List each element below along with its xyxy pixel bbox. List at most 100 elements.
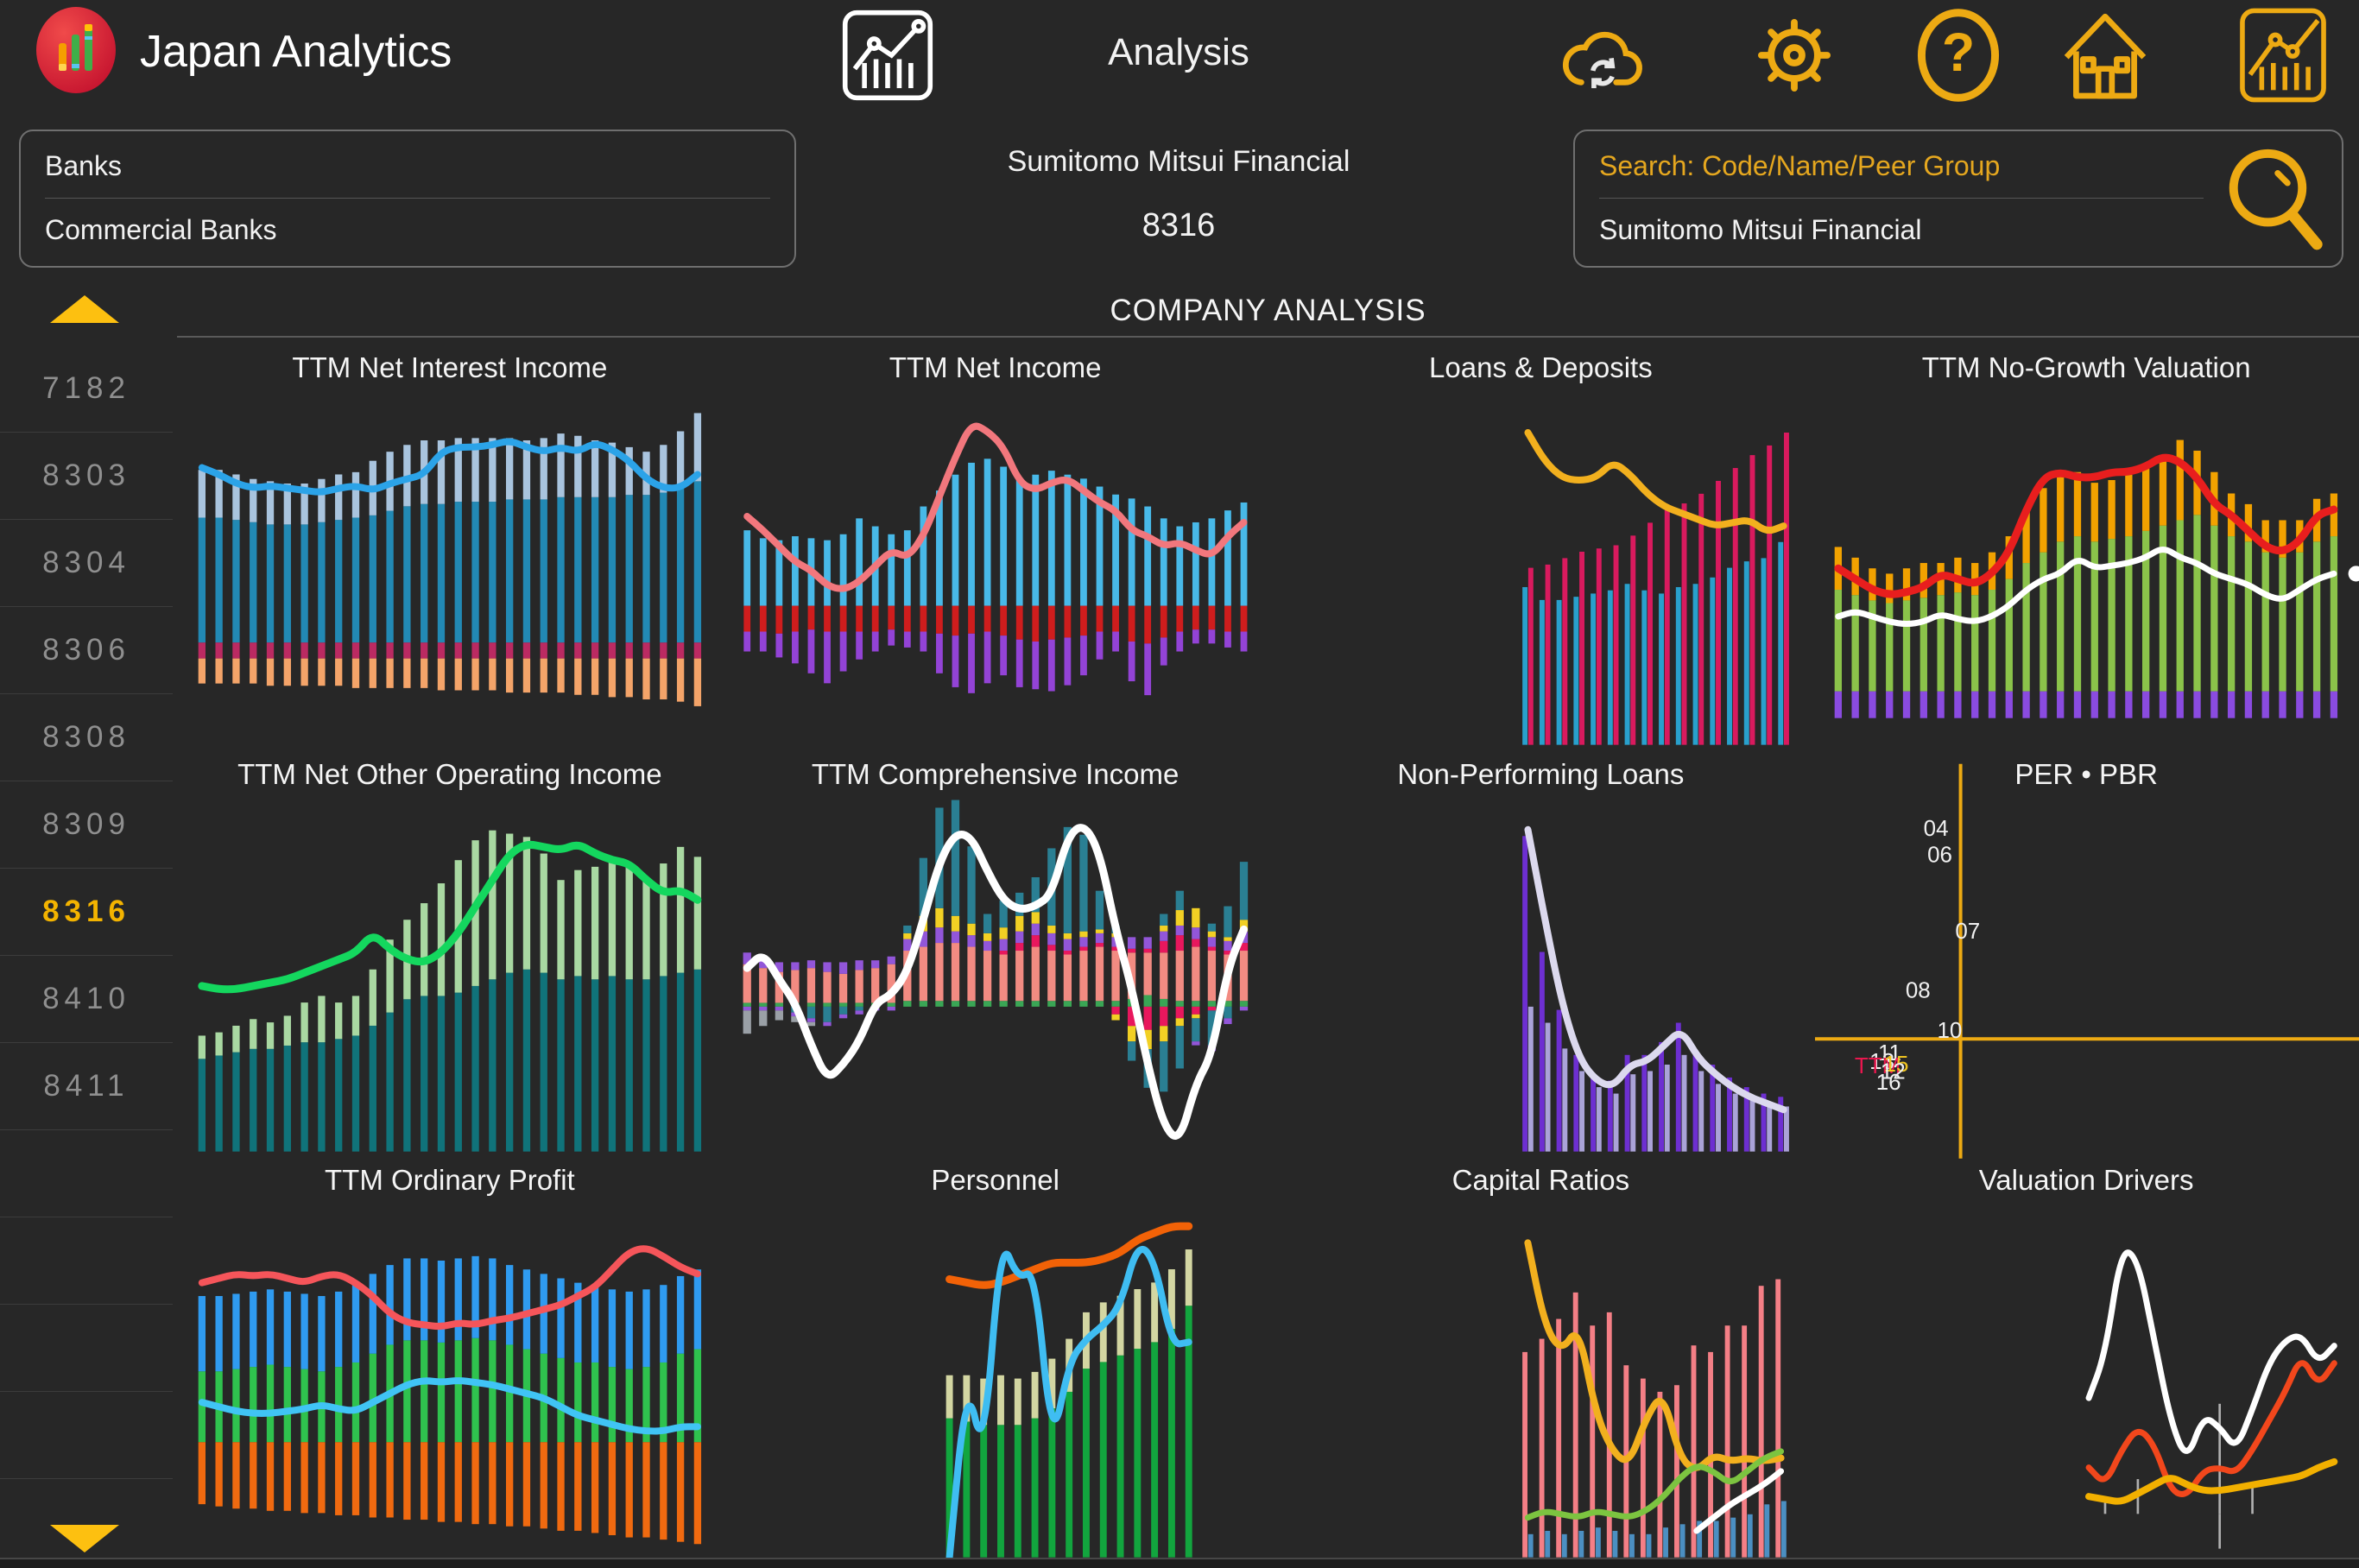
chart-cell-per_pbr[interactable]: PER • PBR 04 06 07 08 10 11 13 TTM 15 12 16 <box>1813 745 2359 1159</box>
search-box: Search: Code/Name/Peer Group Sumitomo Mi… <box>1573 130 2343 268</box>
scatter-label-16: 16 <box>1876 1069 1901 1095</box>
scatter-label-08: 08 <box>1906 977 1931 1002</box>
chart-plot <box>177 804 723 1152</box>
peer-code-sidebar: 7182 8303 8304 8306 8308 8309 8316 8410 8411 <box>0 295 173 1558</box>
sector-filter-box: Banks Commercial Banks <box>19 130 796 268</box>
chart-title: PER • PBR <box>2014 757 2158 790</box>
sidebar-item-empty <box>0 1217 173 1305</box>
section-divider <box>177 336 2359 338</box>
scatter-label-TTM: TTM <box>1855 1052 1900 1078</box>
sidebar-item-8411[interactable]: 8411 <box>0 1043 173 1130</box>
personnel-canvas <box>945 1222 1192 1562</box>
section-title: COMPANY ANALYSIS <box>1110 294 1426 327</box>
sidebar-item-8306[interactable]: 8306 <box>0 607 173 694</box>
sidebar-item-8304[interactable]: 8304 <box>0 520 173 607</box>
sidebar-item-empty <box>0 1392 173 1479</box>
ttm_ordinary_profit-canvas <box>198 1245 702 1545</box>
chart-title: Non-Performing Loans <box>1397 757 1685 790</box>
chart-plot <box>1268 397 1814 745</box>
ttm_comprehensive_income-canvas <box>743 800 1248 1140</box>
chart-title: TTM Ordinary Profit <box>325 1164 575 1197</box>
scatter-label-12: 12 <box>1881 1058 1906 1084</box>
chart-plot: 04 06 07 08 10 11 13 TTM 15 12 16 <box>1813 763 2359 1159</box>
sidebar-item-8303[interactable]: 8303 <box>0 433 173 520</box>
peer-code-list: 7182 8303 8304 8306 8308 8309 8316 8410 8411 <box>0 345 173 1479</box>
sidebar-item-8308[interactable]: 8308 <box>0 694 173 781</box>
scatter-label-06: 06 <box>1927 841 1952 867</box>
chart-title: TTM Comprehensive Income <box>811 757 1180 790</box>
help-icon[interactable]: ? <box>1910 7 2007 104</box>
settings-gear-icon[interactable] <box>1746 7 1843 104</box>
non_performing_loans-canvas <box>1521 825 1789 1152</box>
ttm_no_growth_valuation-canvas <box>1834 439 2359 718</box>
company-name: Sumitomo Mitsui Financial <box>1007 145 1350 178</box>
industry-select[interactable]: Commercial Banks <box>45 214 277 245</box>
chart-cell-ttm_ordinary_profit[interactable]: TTM Ordinary Profit <box>177 1151 723 1558</box>
valuation_drivers-canvas <box>2085 1249 2338 1549</box>
chart-cell-personnel[interactable]: Personnel <box>723 1151 1268 1562</box>
bottom-strip <box>0 1558 2359 1568</box>
cloud-sync-icon[interactable] <box>1554 7 1651 104</box>
ttm_net_interest_income-canvas <box>198 413 702 706</box>
scatter-label-11: 11 <box>1878 1040 1901 1065</box>
search-icon[interactable] <box>2214 136 2337 259</box>
company-code: 8316 <box>1142 207 1216 243</box>
scatter-label-04: 04 <box>1924 815 1949 841</box>
scatter-label-15: 15 <box>1884 1051 1909 1077</box>
sidebar-item-8410[interactable]: 8410 <box>0 956 173 1043</box>
analysis-chart-icon[interactable] <box>839 7 936 104</box>
loans_deposits-canvas <box>1521 428 1789 745</box>
app-logo[interactable] <box>33 7 119 93</box>
scatter-label-13: 13 <box>1869 1048 1894 1074</box>
home-icon[interactable] <box>2057 7 2153 104</box>
scroll-up-arrow[interactable] <box>50 295 119 323</box>
chart-cell-ttm_no_growth_valuation[interactable]: TTM No-Growth Valuation <box>1813 338 2359 745</box>
scatter-label-07: 07 <box>1956 918 1981 944</box>
sidebar-item-empty <box>0 1305 173 1392</box>
chart-title: TTM No-Growth Valuation <box>1921 351 2251 383</box>
capital_ratios-canvas <box>1521 1239 1787 1558</box>
sector-select[interactable]: Banks <box>45 150 122 181</box>
ttm_net_other_operating_income-canvas <box>198 830 702 1152</box>
chart-cell-ttm_net_income[interactable]: TTM Net Income <box>723 338 1268 745</box>
chart-title: TTM Net Other Operating Income <box>237 757 662 790</box>
chart-plot <box>1813 1210 2359 1558</box>
chart-plot <box>177 397 723 745</box>
chart-cell-capital_ratios[interactable]: Capital Ratios <box>1268 1151 1814 1558</box>
scroll-down-arrow[interactable] <box>50 1525 119 1552</box>
chart-title: Valuation Drivers <box>1978 1164 2194 1197</box>
page-title: Analysis <box>1108 31 1249 73</box>
sidebar-item-8309[interactable]: 8309 <box>0 781 173 869</box>
chart-title: TTM Net Interest Income <box>292 351 608 383</box>
chart-cell-ttm_comprehensive_income[interactable]: TTM Comprehensive Income <box>723 745 1268 1152</box>
sidebar-item-8316[interactable]: 8316 <box>0 869 173 956</box>
chart-plot <box>723 800 1268 1152</box>
svg-text:?: ? <box>1942 22 1975 83</box>
chart-plot <box>1813 397 2359 745</box>
search-input-placeholder[interactable]: Search: Code/Name/Peer Group <box>1599 150 2001 181</box>
chart-cell-ttm_net_interest_income[interactable]: TTM Net Interest Income <box>177 338 723 745</box>
chart-cell-valuation_drivers[interactable]: Valuation Drivers <box>1813 1151 2359 1558</box>
search-input-value[interactable]: Sumitomo Mitsui Financial <box>1599 214 1922 245</box>
chart-plot <box>1268 804 1814 1152</box>
ttm_net_income-canvas <box>743 422 1248 696</box>
sidebar-item-7182[interactable]: 7182 <box>0 345 173 433</box>
chart-plot <box>1268 1210 1814 1558</box>
chart-plot <box>177 1210 723 1558</box>
chart-plot <box>723 1210 1268 1562</box>
chart-title: Capital Ratios <box>1451 1164 1630 1197</box>
chart-title: TTM Net Income <box>889 351 1102 383</box>
chart-title: Loans & Deposits <box>1429 351 1653 383</box>
chart-cell-loans_deposits[interactable]: Loans & Deposits <box>1268 338 1814 745</box>
search-divider <box>1599 198 2204 199</box>
chart-cell-ttm_net_other_operating_income[interactable]: TTM Net Other Operating Income <box>177 745 723 1152</box>
company-analysis-grid: TTM Net Interest Income TTM Net Income Loa… <box>177 338 2359 1562</box>
chart-plot <box>723 397 1268 745</box>
app-title: Japan Analytics <box>140 27 452 77</box>
reports-chart-icon[interactable] <box>2235 7 2331 104</box>
chart-cell-non_performing_loans[interactable]: Non-Performing Loans <box>1268 745 1814 1152</box>
chart-title: Personnel <box>931 1164 1059 1197</box>
sidebar-item-empty <box>0 1130 173 1217</box>
